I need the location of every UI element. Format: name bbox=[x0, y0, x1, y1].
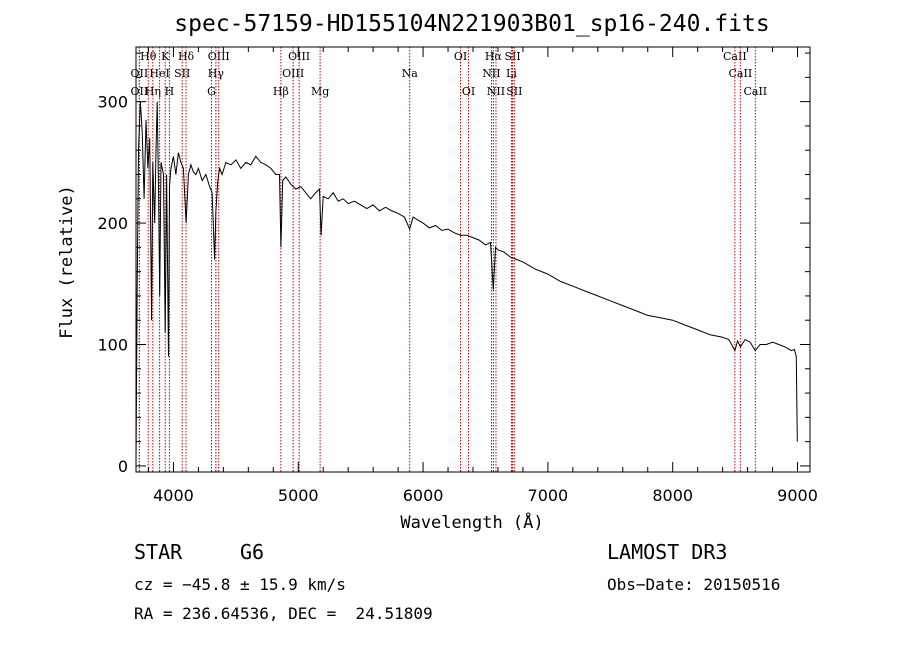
spectral-line-label: G bbox=[207, 85, 216, 98]
object-class: STAR bbox=[134, 540, 183, 564]
spectral-line-label: OIII bbox=[288, 50, 310, 63]
y-tick-label: 200 bbox=[97, 214, 128, 233]
plot-frame bbox=[135, 46, 811, 473]
spectral-line-label: OIII bbox=[282, 67, 304, 80]
redshift-text: cz = −45.8 ± 15.9 km/s bbox=[134, 575, 346, 594]
y-tick-label: 100 bbox=[97, 336, 128, 355]
spectrum-chart: spec-57159-HD155104N221903B01_sp16-240.f… bbox=[57, 11, 818, 533]
x-tick-label: 4000 bbox=[153, 486, 194, 505]
spectral-line-label: SII bbox=[504, 50, 520, 63]
axis-ticks: 4000 5000 6000 7000 8000 9000 0 100 200 300 bbox=[97, 47, 818, 505]
spectral-line-label: Hβ bbox=[273, 85, 289, 98]
spectral-line-label: OIII bbox=[208, 50, 230, 63]
spectral-line-label: Hδ bbox=[178, 50, 195, 63]
spectral-line-label: SII bbox=[506, 85, 522, 98]
obs-date-text: Obs−Date: 20150516 bbox=[607, 575, 781, 594]
spectral-line-label: Li bbox=[506, 67, 517, 80]
spectral-line-label: HeI bbox=[149, 67, 169, 80]
spectrum-line bbox=[135, 101, 798, 466]
spectral-line-label: CaII bbox=[723, 50, 747, 63]
spectral-line-label: NII bbox=[487, 85, 505, 98]
spectral-line-label: OI bbox=[454, 50, 467, 63]
x-axis-label: Wavelength (Å) bbox=[400, 511, 543, 533]
survey-name: LAMOST DR3 bbox=[607, 540, 728, 564]
spectral-line-label: Hη bbox=[145, 85, 161, 98]
spectral-line-label: CaII bbox=[743, 85, 767, 98]
spectral-line-label: K bbox=[161, 50, 170, 63]
spectral-line-label: Hα bbox=[485, 50, 503, 63]
x-tick-label: 8000 bbox=[652, 486, 693, 505]
spectral-line-label: Hγ bbox=[208, 67, 225, 80]
y-tick-label: 0 bbox=[118, 457, 128, 476]
object-subclass: G6 bbox=[240, 540, 265, 564]
spectral-line-label: H bbox=[165, 85, 175, 98]
x-tick-label: 7000 bbox=[528, 486, 569, 505]
y-tick-label: 300 bbox=[97, 93, 128, 112]
spectral-line-label: SII bbox=[174, 67, 190, 80]
spectral-line-label: OII bbox=[131, 67, 149, 80]
spectral-line-label: CaII bbox=[729, 67, 753, 80]
coordinates-text: RA = 236.64536, DEC = 24.51809 bbox=[134, 604, 433, 623]
y-axis-label: Flux (relative) bbox=[57, 185, 77, 339]
x-tick-label: 6000 bbox=[403, 486, 444, 505]
spectral-line-label: OI bbox=[462, 85, 475, 98]
spectral-line-label: Na bbox=[402, 67, 419, 80]
spectral-line-label: OII bbox=[131, 85, 149, 98]
chart-title: spec-57159-HD155104N221903B01_sp16-240.f… bbox=[174, 11, 769, 37]
x-tick-label: 5000 bbox=[278, 486, 319, 505]
x-tick-label: 9000 bbox=[777, 486, 818, 505]
spectral-line-label: Mg bbox=[311, 85, 329, 98]
spectral-line-label: NII bbox=[482, 67, 500, 80]
